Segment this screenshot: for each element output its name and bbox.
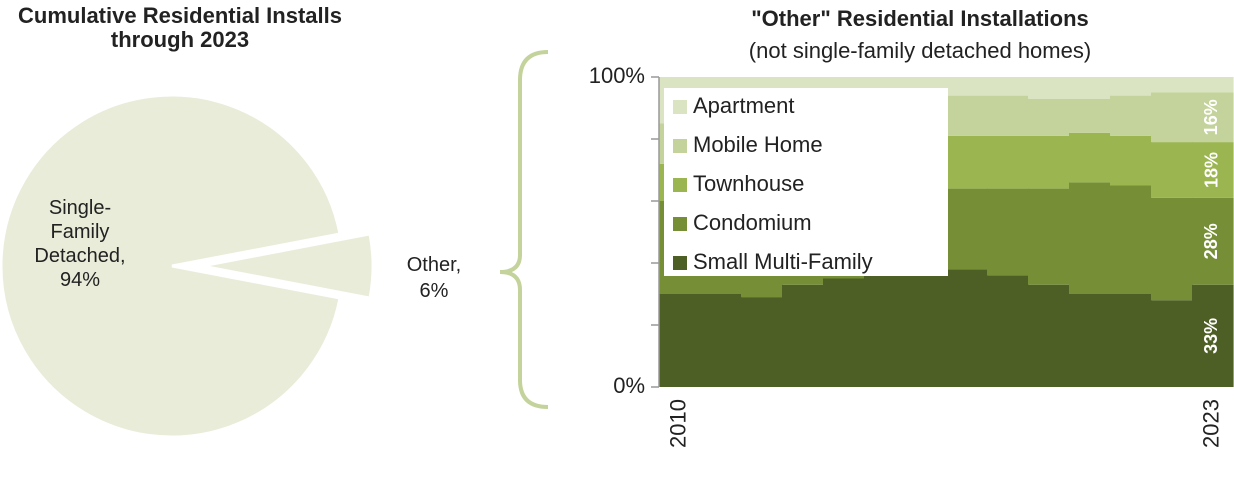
data-label: 18% <box>1201 152 1221 188</box>
area-segment <box>1028 77 1070 99</box>
area-segment <box>1192 92 1234 143</box>
area-segment <box>1028 284 1070 387</box>
area-segment <box>1192 284 1234 387</box>
area-segment <box>946 269 988 387</box>
area-segment <box>1028 98 1070 136</box>
legend-swatch <box>673 178 687 192</box>
area-segment <box>1151 300 1193 387</box>
area-segment <box>864 272 906 387</box>
data-label: 28% <box>1201 223 1221 259</box>
area-segment <box>1110 77 1152 96</box>
area-segment <box>659 294 701 387</box>
pie-category: Other, <box>406 254 462 276</box>
legend-label: Townhouse <box>693 171 804 196</box>
x-tick-label: 2023 <box>1198 399 1223 448</box>
area-segment <box>782 284 824 387</box>
data-label: 16% <box>1201 99 1221 135</box>
area-segment <box>1151 77 1193 93</box>
legend-swatch <box>673 139 687 153</box>
area-segment <box>741 297 783 387</box>
legend-swatch <box>673 100 687 114</box>
legend-label: Condomium <box>693 210 812 235</box>
y-tick-label: 0% <box>613 373 645 398</box>
area-segment <box>987 95 1029 136</box>
pie-title: Cumulative Residential Installs through … <box>18 3 342 52</box>
area-segment <box>1192 142 1234 198</box>
area-segment <box>1151 197 1193 301</box>
area-segment <box>1151 142 1193 198</box>
area-segment <box>946 188 988 270</box>
area-segment <box>823 278 865 387</box>
pie-label: Other, 6% <box>395 252 473 304</box>
legend-label: Small Multi-Family <box>693 249 873 274</box>
area-segment <box>987 135 1029 189</box>
area-segment <box>700 294 742 387</box>
legend-swatch <box>673 256 687 270</box>
pie-category: Single-Family Detached, <box>34 197 126 267</box>
legend-label: Apartment <box>693 93 795 118</box>
legend-label: Mobile Home <box>693 132 823 157</box>
area-segment <box>987 275 1029 387</box>
area-segment <box>946 135 988 189</box>
area-segment <box>1110 135 1152 186</box>
area-segment <box>1069 77 1111 99</box>
area-segment <box>1069 98 1111 133</box>
area-segment <box>946 77 988 96</box>
bracket <box>499 50 549 409</box>
legend-box <box>664 88 948 276</box>
area-segment <box>987 77 1029 96</box>
area-segment <box>1151 92 1193 143</box>
area-segment <box>1028 135 1070 189</box>
y-tick-label: 100% <box>589 63 645 88</box>
chart-subtitle: (not single-family detached homes) <box>748 38 1092 63</box>
area-segment <box>987 188 1029 276</box>
area-segment <box>905 269 947 387</box>
area-segment <box>946 95 988 136</box>
pie-value-label: 6% <box>419 280 449 302</box>
area-segment <box>1069 294 1111 387</box>
pie-slice <box>0 93 342 439</box>
area-segment <box>1069 132 1111 183</box>
area-segment <box>1192 77 1234 93</box>
chart-title: "Other" Residential Installations <box>751 6 1089 31</box>
data-label: 33% <box>1201 318 1221 354</box>
area-segment <box>1028 188 1070 285</box>
area-segment <box>1110 294 1152 387</box>
pie-label: Single-Family Detached, 94% <box>25 196 135 292</box>
area-segment <box>1110 185 1152 294</box>
pie-slice <box>201 232 375 300</box>
area-segment <box>1192 197 1234 285</box>
x-tick-label: 2010 <box>665 399 690 448</box>
pie-value-label: 94% <box>59 269 101 291</box>
legend-swatch <box>673 217 687 231</box>
area-segment <box>1069 182 1111 294</box>
area-segment <box>1110 95 1152 136</box>
